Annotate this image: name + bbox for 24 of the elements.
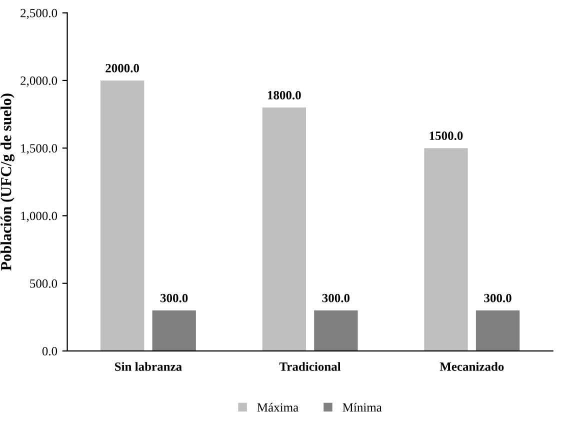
y-tick-label: 500.0 <box>30 279 58 288</box>
data-label: 300.0 <box>322 294 350 302</box>
data-label: 300.0 <box>484 294 512 302</box>
x-tick-label: Tradicional <box>279 362 341 371</box>
y-tick-label: 1,000.0 <box>21 212 58 222</box>
y-tick-label: 2,500.0 <box>20 8 58 20</box>
data-label: 1800.0 <box>268 90 301 100</box>
legend-label: Máxima <box>257 402 298 412</box>
bar <box>100 80 144 351</box>
y-tick-label: 0.0 <box>42 346 58 356</box>
y-tick-label: 2,000.0 <box>20 76 58 87</box>
bar <box>152 310 196 351</box>
y-axis-title: Población (UFC/g de suelo) <box>0 94 14 271</box>
bar <box>476 310 520 351</box>
y-tick-label: 1,500.0 <box>21 144 58 154</box>
data-label: 1500.0 <box>430 132 463 140</box>
x-tick-label: Mecanizado <box>440 362 504 371</box>
legend-label: Mínima <box>342 402 382 412</box>
data-label: 2000.0 <box>106 64 140 72</box>
x-tick-label: Sin labranza <box>115 362 182 371</box>
bar <box>262 108 306 351</box>
bar <box>424 148 468 351</box>
bar <box>314 310 358 351</box>
data-label: 300.0 <box>160 294 188 302</box>
